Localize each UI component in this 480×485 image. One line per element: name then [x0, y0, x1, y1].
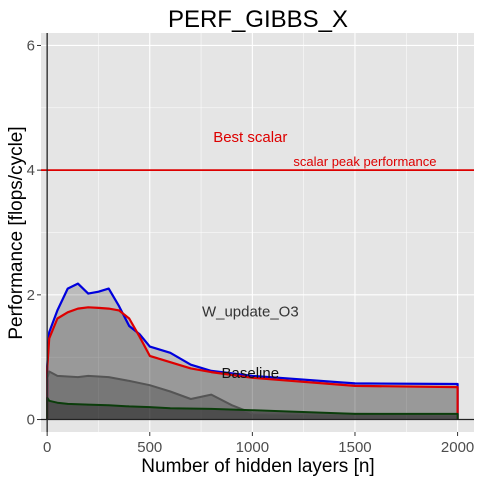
- series-point-blue: [67, 288, 69, 290]
- series-point-red: [56, 317, 59, 320]
- series-point-green: [48, 400, 50, 402]
- series-point-red: [67, 311, 69, 313]
- series-point-blue: [108, 288, 110, 290]
- series-point-green: [56, 402, 59, 404]
- series-point-dark: [251, 412, 253, 414]
- series-point-blue: [56, 309, 59, 311]
- series-point-blue: [251, 375, 253, 377]
- x-tick-label: 500: [137, 439, 162, 456]
- series-point-dark: [210, 394, 212, 396]
- annotation-label: Baseline: [222, 365, 280, 382]
- series-point-dark: [67, 375, 69, 378]
- y-tick-label: 0: [27, 412, 35, 429]
- series-point-red: [108, 308, 110, 310]
- series-point-green: [210, 408, 212, 410]
- series-point-dark: [190, 398, 192, 400]
- y-tick-label: 6: [27, 37, 35, 54]
- series-point-green: [354, 413, 356, 415]
- series-point-red: [77, 308, 79, 310]
- series-point-red: [87, 306, 89, 308]
- series-point-blue: [97, 291, 100, 293]
- x-tick-label: 1000: [236, 439, 269, 456]
- series-point-red: [210, 371, 212, 373]
- y-tick-label: 2: [27, 287, 35, 304]
- series-point-dark: [231, 404, 233, 406]
- series-point-dark: [169, 390, 171, 393]
- x-tick-label: 0: [43, 439, 51, 456]
- reference-line-label: scalar peak performance: [293, 154, 436, 169]
- x-axis-label: Number of hidden layers [n]: [141, 456, 374, 477]
- series-area-red: [47, 307, 458, 420]
- series-point-red: [149, 355, 151, 357]
- chart-title: PERF_GIBBS_X: [168, 6, 348, 33]
- series-point-blue: [457, 383, 459, 385]
- series-point-dark: [56, 375, 59, 377]
- series-point-blue: [190, 364, 192, 366]
- annotation-label: W_update_O3: [202, 304, 299, 321]
- series-point-red: [169, 361, 171, 363]
- series-point-dark: [87, 375, 89, 377]
- y-axis-label: Performance [flops/cycle]: [6, 126, 27, 339]
- series-point-blue: [48, 331, 50, 333]
- y-tick-label: 4: [27, 162, 35, 179]
- series-point-blue: [169, 352, 171, 354]
- series-point-green: [108, 404, 110, 406]
- series-point-dark: [108, 376, 110, 378]
- axes: [41, 33, 474, 432]
- series-line-dark: [46, 370, 459, 420]
- series-point-blue: [118, 305, 120, 307]
- series-point-dark: [149, 384, 151, 386]
- series-point-red: [128, 317, 130, 320]
- series-point-green: [149, 406, 151, 408]
- annotation-label: Best scalar: [213, 129, 287, 146]
- series-point-red: [138, 336, 141, 338]
- series-point-green: [128, 405, 130, 407]
- series-point-red: [48, 337, 50, 340]
- series-point-green: [87, 404, 89, 406]
- series-line-blue: [46, 282, 459, 420]
- series-point-dark: [128, 380, 130, 382]
- x-tick-label: 1500: [338, 439, 371, 456]
- series-lines: [46, 282, 459, 420]
- series-point-red: [118, 309, 120, 311]
- series-point-red: [97, 307, 100, 309]
- series-point-green: [67, 403, 69, 405]
- series-point-red: [190, 367, 192, 369]
- series-point-blue: [128, 325, 130, 327]
- series-point-blue: [77, 283, 79, 285]
- tick-labels: 0 500 1000 1500 2000 0 2 4 6: [27, 37, 475, 456]
- series-point-green: [457, 413, 459, 415]
- series-point-green: [251, 409, 253, 411]
- series-line-red: [46, 306, 459, 420]
- series-point-dark: [48, 370, 50, 373]
- x-tick-label: 2000: [441, 439, 474, 456]
- series-point-blue: [87, 293, 89, 295]
- series-point-blue: [354, 382, 356, 384]
- series-point-red: [251, 377, 253, 379]
- annotations: Best scalar W_update_O3 Baseline: [202, 129, 299, 382]
- reference-lines: scalar peak performance: [41, 154, 474, 172]
- series-point-dark: [77, 376, 79, 378]
- series-point-red: [457, 386, 459, 388]
- series-point-green: [169, 407, 171, 409]
- series-point-red: [354, 385, 356, 387]
- series-point-blue: [149, 346, 151, 348]
